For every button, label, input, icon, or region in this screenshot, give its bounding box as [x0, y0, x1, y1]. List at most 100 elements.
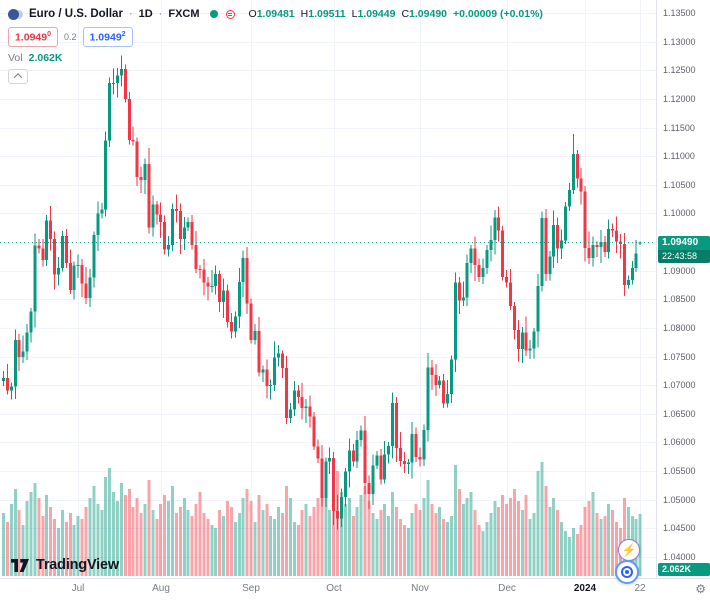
candle-body	[571, 153, 575, 190]
volume-bar	[249, 501, 253, 576]
candle-body	[634, 253, 638, 268]
volume-bar	[406, 528, 410, 576]
tradingview-logo[interactable]: TradingView	[10, 557, 119, 573]
volume-bar	[304, 504, 308, 576]
candle-body	[57, 267, 61, 275]
volume-bar	[198, 492, 202, 576]
volume-bar	[261, 510, 265, 576]
candle-body	[269, 385, 273, 387]
candlestick-chart	[0, 0, 656, 578]
candle-body	[25, 332, 29, 352]
volume-bar	[351, 516, 355, 576]
candle-body	[548, 256, 552, 275]
candle-body	[626, 279, 630, 285]
volume-bar	[237, 513, 241, 576]
candle-body	[556, 224, 560, 249]
low-value: 1.09449	[357, 8, 396, 20]
volume-bar	[622, 498, 626, 576]
volume-bar	[615, 522, 619, 576]
volume-bar	[80, 519, 84, 576]
candle-body	[622, 243, 626, 285]
candle-body	[143, 164, 147, 181]
candle-body	[53, 239, 57, 275]
candle-body	[485, 250, 489, 268]
volume-bar	[119, 483, 123, 576]
volume-bar	[190, 516, 194, 576]
volume-bar	[383, 504, 387, 576]
candle-body	[178, 211, 182, 240]
candle-body	[17, 339, 21, 358]
buy-button[interactable]: 1.09492	[82, 27, 133, 47]
volume-bar	[182, 498, 186, 576]
scroll-to-realtime-button[interactable]	[615, 560, 639, 584]
candle-body	[414, 433, 418, 457]
currency-pair-icon	[8, 7, 24, 22]
candle-body	[237, 282, 241, 317]
candle-body	[218, 274, 222, 303]
candle-body	[505, 276, 509, 283]
sell-button[interactable]: 1.09490	[8, 27, 59, 47]
volume-bar	[332, 483, 336, 576]
volume-bar	[414, 504, 418, 576]
candle-body	[92, 235, 96, 278]
candle-body	[84, 283, 88, 299]
volume-bar	[104, 477, 108, 576]
candle-body	[115, 75, 119, 83]
price-axis[interactable]: 1.09490 22:43:58 2.062K 1.13500 1.13000 1.…	[656, 0, 710, 578]
candle-body	[324, 461, 328, 499]
volume-bar	[151, 510, 155, 576]
volume-value: 2.062K	[28, 51, 63, 64]
time-axis-label: 2024	[573, 583, 597, 594]
candle-body	[296, 390, 300, 398]
lightning-bolt-icon: ⚡	[621, 543, 637, 557]
boost-button[interactable]: ⚡	[618, 539, 640, 561]
volume-bar	[273, 519, 277, 576]
volume-bar	[123, 495, 127, 576]
candle-body	[253, 330, 257, 340]
candle-body	[457, 282, 461, 301]
time-axis[interactable]: ⚙ Jul Aug Sep Oct Nov Dec 2024 22	[0, 578, 710, 600]
candle-body	[398, 448, 402, 461]
volume-bar	[343, 504, 347, 576]
delayed-data-icon[interactable]	[225, 9, 235, 19]
candle-body	[540, 218, 544, 287]
collapse-legend-button[interactable]	[8, 68, 28, 84]
price-axis-label: 1.06500	[663, 409, 696, 419]
volume-bar	[229, 507, 233, 576]
chart-plot-area[interactable]	[0, 0, 656, 578]
last-price-label: 1.09490 22:43:58	[658, 236, 710, 263]
candle-body	[320, 458, 324, 499]
volume-bar	[226, 501, 230, 576]
candle-body	[33, 245, 37, 312]
volume-bar	[453, 465, 457, 576]
candle-body	[493, 217, 497, 240]
interval-label[interactable]: 1D	[138, 8, 153, 20]
candle-body	[512, 306, 516, 331]
volume-bar	[497, 507, 501, 576]
separator: ·	[128, 8, 133, 20]
candle-body	[477, 264, 481, 277]
candle-body	[532, 331, 536, 349]
timescale-settings-gear-icon[interactable]: ⚙	[695, 582, 706, 596]
price-axis-label: 1.08500	[663, 294, 696, 304]
candle-body	[383, 454, 387, 480]
exchange-label[interactable]: FXCM	[168, 8, 200, 20]
price-axis-label: 1.07000	[663, 380, 696, 390]
volume-bar	[163, 495, 167, 576]
candle-body	[422, 429, 426, 460]
volume-bar	[532, 513, 536, 576]
volume-layer	[2, 462, 642, 576]
volume-bar	[599, 519, 603, 576]
volume-bar	[563, 531, 567, 576]
candle-body	[430, 367, 434, 375]
volume-bar	[548, 507, 552, 576]
symbol-title[interactable]: Euro / U.S. Dollar	[29, 8, 123, 20]
candle-body	[603, 242, 607, 252]
candle-body	[343, 471, 347, 497]
candle-body	[434, 374, 438, 386]
candle-body	[233, 316, 237, 332]
candle-body	[214, 274, 218, 287]
bar-countdown: 22:43:58	[658, 250, 710, 263]
volume-bar	[536, 471, 540, 576]
volume-bar	[430, 504, 434, 576]
